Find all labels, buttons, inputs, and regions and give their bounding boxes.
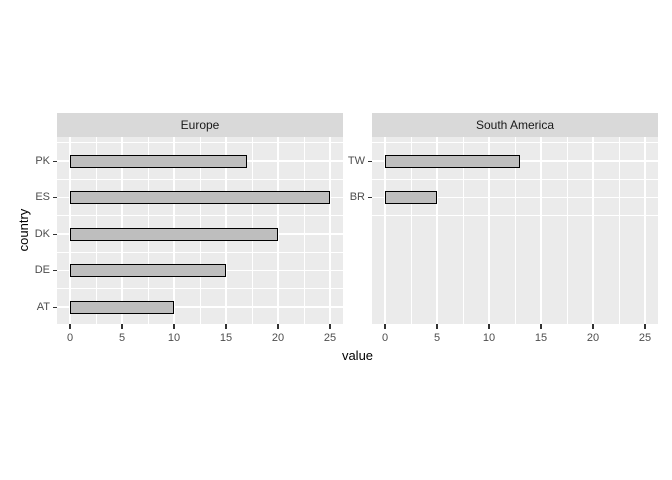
gridline-minor-vertical [618, 137, 620, 324]
x-tick-mark [488, 324, 490, 329]
x-tick-label: 10 [167, 332, 181, 344]
gridline-major-vertical [644, 137, 646, 324]
y-tick-label: AT [36, 300, 50, 313]
y-tick-label: ES [35, 191, 50, 203]
facet-strip-label: South America [475, 118, 555, 132]
y-tick-label: DE [34, 264, 50, 276]
x-tick-mark [384, 324, 386, 329]
bar [70, 191, 330, 204]
y-tick-label: DK [34, 227, 50, 240]
x-tick-mark [277, 324, 279, 329]
x-tick-label: 25 [638, 332, 652, 344]
gridline-minor-vertical [303, 137, 305, 324]
facet-strip: Europe [57, 113, 343, 137]
gridline-minor-horizontal [372, 178, 658, 180]
gridline-minor-vertical [514, 137, 516, 324]
x-tick-mark [540, 324, 542, 329]
x-tick-mark [592, 324, 594, 329]
x-tick-mark [644, 324, 646, 329]
y-tick-mark [52, 306, 57, 308]
bar [70, 264, 226, 277]
gridline-minor-horizontal [57, 251, 343, 253]
x-tick-label: 15 [534, 332, 548, 344]
x-tick-label: 5 [433, 332, 441, 344]
x-tick-mark [329, 324, 331, 329]
x-axis-title: value [341, 348, 374, 363]
gridline-minor-horizontal [372, 142, 658, 144]
gridline-major-vertical [69, 137, 71, 324]
gridline-minor-horizontal [57, 215, 343, 217]
bar [385, 191, 437, 204]
y-axis-title: country [16, 208, 31, 252]
gridline-minor-horizontal [57, 178, 343, 180]
x-tick-mark [173, 324, 175, 329]
y-tick-mark [52, 197, 57, 199]
gridline-minor-horizontal [372, 215, 658, 217]
facet-strip-label: Europe [180, 118, 220, 132]
y-tick-mark [367, 197, 372, 199]
x-tick-label: 15 [219, 332, 233, 344]
y-tick-mark [52, 233, 57, 235]
gridline-major-vertical [488, 137, 490, 324]
bar [70, 300, 174, 314]
gridline-major-horizontal [57, 306, 343, 308]
facet-panel [57, 137, 343, 324]
gridline-minor-vertical [462, 137, 464, 324]
gridline-major-vertical [436, 137, 438, 324]
bar [385, 154, 521, 168]
x-tick-label: 20 [586, 332, 600, 344]
x-tick-label: 20 [271, 332, 285, 344]
bar [70, 154, 247, 168]
y-tick-mark [367, 160, 372, 162]
x-tick-mark [69, 324, 71, 329]
y-tick-mark [52, 270, 57, 272]
x-tick-mark [121, 324, 123, 329]
x-tick-mark [225, 324, 227, 329]
gridline-minor-vertical [410, 137, 412, 324]
x-tick-label: 25 [323, 332, 337, 344]
y-tick-label: BR [349, 191, 365, 203]
gridline-major-vertical [384, 137, 386, 324]
gridline-major-vertical [329, 137, 331, 324]
bar [70, 227, 278, 241]
gridline-major-vertical [592, 137, 594, 324]
gridline-major-vertical [540, 137, 542, 324]
y-tick-mark [52, 160, 57, 162]
y-tick-label: TW [347, 154, 365, 167]
x-tick-label: 5 [118, 332, 126, 344]
x-tick-mark [436, 324, 438, 329]
x-tick-label: 0 [66, 332, 74, 344]
x-tick-label: 0 [381, 332, 389, 344]
facet-panel [372, 137, 658, 324]
gridline-minor-horizontal [57, 288, 343, 290]
y-tick-label: PK [35, 154, 50, 167]
gridline-major-horizontal [372, 196, 658, 199]
gridline-minor-horizontal [57, 142, 343, 144]
gridline-minor-vertical [566, 137, 568, 324]
facet-strip: South America [372, 113, 658, 137]
x-tick-label: 10 [482, 332, 496, 344]
